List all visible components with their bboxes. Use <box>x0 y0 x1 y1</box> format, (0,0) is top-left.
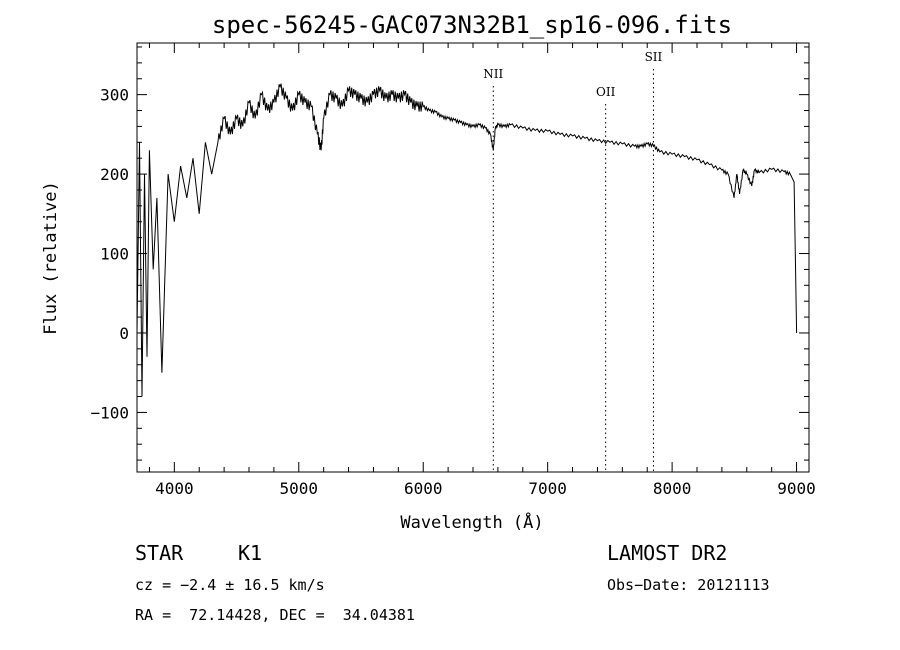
survey-name: LAMOST DR2 <box>607 541 728 565</box>
x-tick-label: 9000 <box>777 479 816 498</box>
x-tick-label: 8000 <box>653 479 692 498</box>
x-tick-label: 4000 <box>155 479 194 498</box>
object-subclass: K1 <box>238 541 263 565</box>
redshift-velocity: cz = −2.4 ± 16.5 km/s <box>135 576 325 594</box>
x-axis-label: Wavelength (Å) <box>400 511 543 533</box>
emission-line-label: SII <box>645 50 663 64</box>
y-axis-label: Flux (relative) <box>41 181 61 335</box>
chart-title: spec-56245-GAC073N32B1_sp16-096.fits <box>212 11 732 39</box>
x-tick-label: 6000 <box>404 479 443 498</box>
y-tick-label: 200 <box>100 165 129 184</box>
y-tick-label: 300 <box>100 86 129 105</box>
emission-line-label: OII <box>596 85 616 99</box>
emission-line-label: NII <box>483 67 503 81</box>
emission-line-markers: NII OII SII <box>483 50 663 472</box>
y-tick-label: −100 <box>90 403 129 422</box>
object-class: STAR <box>135 541 184 565</box>
axis-ticks: 4000 5000 6000 7000 8000 9000 −100 0 100 200 300 <box>90 43 816 498</box>
spectrum-line <box>136 83 798 397</box>
observation-date: Obs−Date: 20121113 <box>607 576 770 594</box>
x-tick-label: 5000 <box>280 479 319 498</box>
y-tick-label: 0 <box>119 324 129 343</box>
plot-frame <box>136 42 810 473</box>
y-tick-label: 100 <box>100 245 129 264</box>
coordinates: RA = 72.14428, DEC = 34.04381 <box>135 606 415 624</box>
x-tick-label: 7000 <box>528 479 567 498</box>
